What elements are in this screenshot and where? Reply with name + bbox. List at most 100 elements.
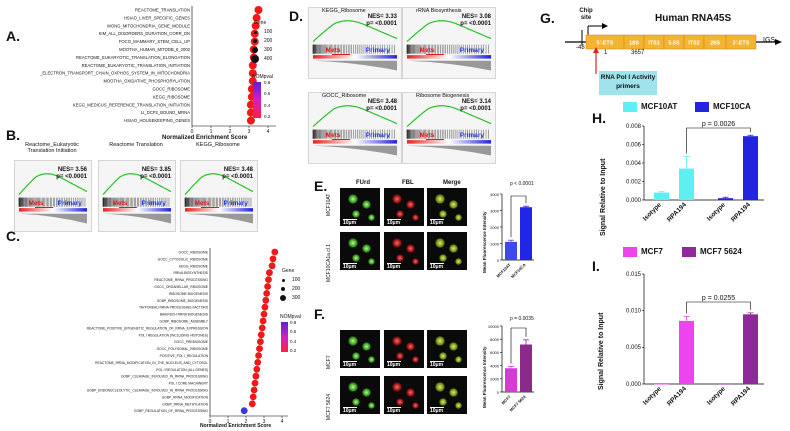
cell-nucleus [352,210,360,218]
microscopy-tile: 10μm [340,376,380,414]
bar [743,136,758,200]
legend-mcf10at-swatch [623,102,637,112]
gsea-plot-svg [184,173,254,224]
enrichment-dot [250,29,259,38]
legend-mcf7: MCF7 [641,247,663,256]
term-label: GOCC_CYTOSOLIC_RIBOSOME [158,257,209,261]
category-label: MCF10CA [510,262,527,279]
enrichment-dot [264,283,271,290]
microscopy-tile: 10μm [340,330,380,368]
legend-mcf7-swatch [623,247,637,257]
enrichment-curve [312,20,398,43]
scale-bar [343,407,357,408]
term-label: LI_DCP2_BOUND_MRNA [141,110,190,115]
term-label: MOOTHA_OXIDATIVE_PHOSPHORYLATION [103,79,190,84]
gsea-plot-svg [312,20,398,71]
cell-nucleus [362,200,371,209]
cell-nucleus [362,342,371,351]
y-tick-label: 0.015 [626,272,642,278]
significance-bracket [510,327,527,364]
term-label: GOCC_RIBOSOME [179,251,209,255]
g-minus48: -48 [576,45,585,51]
panel-e-ylabel: Mean Fluorescence Intensity [482,211,487,273]
scale-bar [343,361,357,362]
cell-nucleus [449,244,458,253]
term-label: HSIAO_HOUSEKEEPING_GENES [124,118,190,123]
cell-nucleus [352,254,360,262]
rna-segment-label: 5'-ETS [597,41,614,47]
gsea-mets-label: Mets [112,200,128,208]
term-label: WP_ELECTRON_TRANSPORT_CHAIN_OXPHOS_SYSTE… [40,71,190,76]
y-tick-label: 0.010 [626,308,642,314]
enrichment-dot [249,393,257,401]
color-legend-value: 0.2 [264,114,271,119]
panel-c-dotplot: GOCC_RIBOSOME GOCC_CYTOSOLIC_RIBOSOME KEGG… [87,248,288,425]
y-tick-label: 0.005 [626,345,642,351]
term-label: GOBP_ENDONUCLEOLYTIC_CLEAVAGE_INVOLVED_I… [87,389,209,393]
panel-e-col-merge: Merge [443,180,461,186]
cell-nucleus [435,382,445,392]
term-label: FOCO_MAMMARY_STEM_CELL_UP [119,39,190,44]
bar [679,320,694,384]
scale-bar-text: 10μm [430,264,444,270]
g-igs: IGS [763,37,776,44]
cell-nucleus [368,258,375,265]
term-label: POSITIVE_POL I_REGULATION [160,354,209,358]
y-tick-label: 10000 [488,324,500,329]
panel-f-label: F. [314,306,325,322]
term-label: TAYFOREAU RRNA PROCESSING FACTORS [139,306,209,310]
size-legend-value: 200 [292,286,301,292]
ranked-metric [313,145,397,156]
cell-nucleus [435,238,445,248]
term-label: KEGG_MEDICUS_REFERENCE_TRANSLATION_INITI… [73,102,190,107]
x-tick-label: 3 [248,129,251,135]
gsea-plot-svg [18,173,88,224]
panel-e-col-furd: FUrd [356,180,370,186]
gsea-pvalue: p= <0.0001 [222,173,253,180]
chip-site-label: Chip site [579,8,593,21]
cell-nucleus [439,254,447,262]
gsea-mets-underline [118,206,137,209]
panel-i-label: I. [592,258,600,274]
size-legend-value: 200 [264,38,273,44]
cell-nucleus [406,342,415,351]
term-label: GOBP_RRNA_MODIFICATION [162,395,209,399]
enrichment-dot [246,100,255,109]
gsea-nes: NES= 3.56 [57,166,87,173]
cell-nucleus [455,258,462,265]
size-legend-dot [280,286,286,292]
scale-bar [387,407,401,408]
term-label: KEGG_RIBOSOME [153,94,190,99]
size-legend-value: 100 [292,277,301,283]
bar [718,198,733,200]
y-tick-label: 8000 [490,337,500,342]
gsea-pvalue: p= <0.0001 [140,173,171,180]
gsea-title: Reactome Translation [109,142,163,148]
microscopy-tile: 10μm [427,376,467,414]
gsea-mets-underline [34,206,53,209]
color-legend-value: 0.6 [264,91,271,97]
category-label: Isotype [642,201,663,222]
term-label: GOBP_RIBOSOME_ASSEMBLY [160,320,209,324]
term-label: GOCC_RIBOSOME [153,87,191,92]
term-label: KIM_ALL_DISORDERS_DURATION_CORR_DN [99,31,190,36]
ranking-gradient [185,208,253,212]
gsea-mets-label: Mets [325,132,341,140]
scale-bar [430,407,444,408]
ranked-metric [103,213,171,224]
scale-bar-text: 10μm [430,408,444,414]
panel-e-col-fbl: FBL [402,180,414,186]
enrichment-dot [251,379,259,387]
microscopy-tile: 10μm [384,232,424,270]
cell-nucleus [412,402,419,409]
y-tick-label: 2000 [490,377,500,382]
g-one: 1 [604,50,608,56]
legend-mcf10ca: MCF10CA [713,102,751,111]
microscopy-tile: 10μm [340,188,380,226]
ranked-metric [185,213,253,224]
term-label: REACTOME_RRNA_PROCESSING [154,278,208,282]
